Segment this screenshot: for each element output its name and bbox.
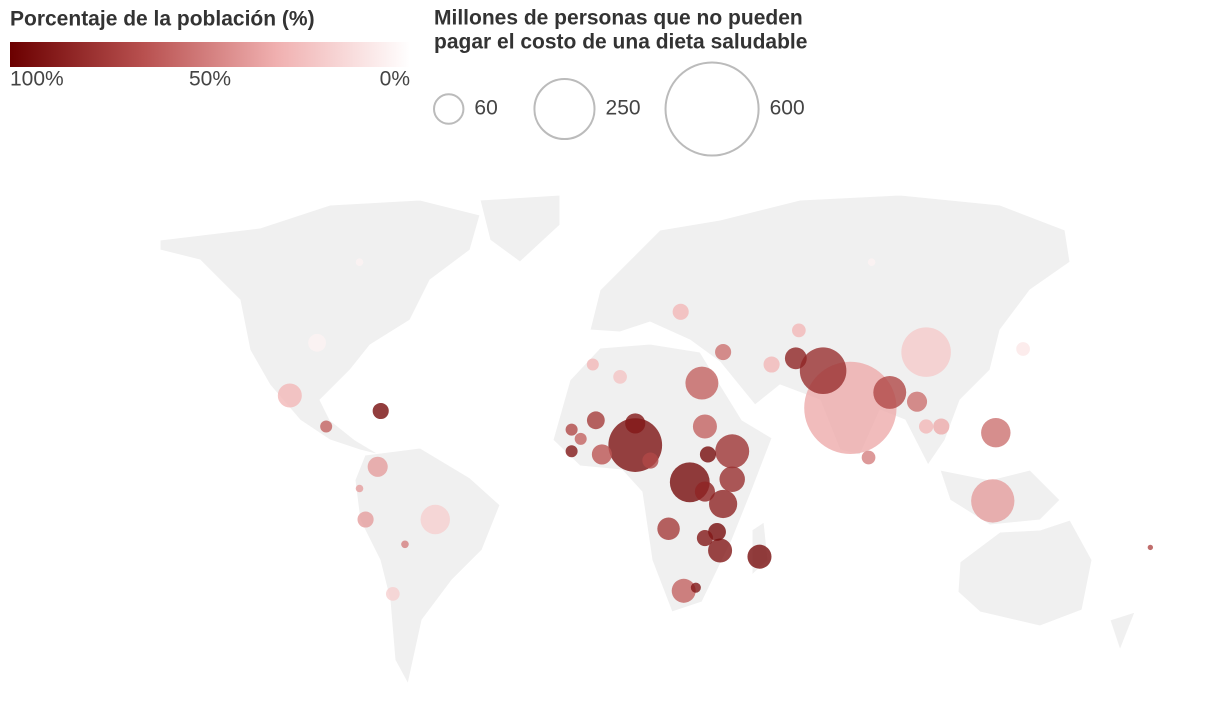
bubble <box>420 504 450 535</box>
size-legend-label: 60 <box>474 97 497 120</box>
bubble <box>792 323 806 338</box>
bubble <box>692 414 717 439</box>
bubble <box>799 347 847 394</box>
land <box>354 447 501 686</box>
bubble <box>694 481 715 502</box>
bubble <box>385 587 400 601</box>
bubble <box>591 444 612 465</box>
bubble <box>1016 342 1030 356</box>
bubble <box>919 419 934 434</box>
size-legend-title: Millones de personas que no pueden <box>434 7 803 30</box>
land <box>159 199 481 456</box>
bubble <box>625 413 646 434</box>
bubble <box>613 370 627 384</box>
bubble <box>357 511 374 528</box>
bubble <box>708 538 733 563</box>
size-legend-title: pagar el costo de una dieta saludable <box>434 31 807 54</box>
color-tick-label: 50% <box>189 68 231 91</box>
land <box>479 194 561 263</box>
size-legend-circle <box>433 93 465 125</box>
bubble <box>861 450 876 465</box>
bubble <box>355 484 364 493</box>
color-legend-title: Porcentaje de la población (%) <box>10 8 315 31</box>
bubble <box>709 489 738 519</box>
bubble <box>763 356 780 373</box>
land <box>1109 611 1136 652</box>
bubble <box>696 530 713 547</box>
bubble <box>308 333 327 352</box>
bubble <box>372 402 389 420</box>
bubble <box>367 456 388 477</box>
bubble <box>784 347 807 370</box>
size-legend-circle <box>664 61 760 157</box>
bubble <box>657 517 680 541</box>
bubble <box>747 544 772 569</box>
bubble <box>901 327 951 377</box>
bubbles <box>277 258 1154 603</box>
bubble <box>671 578 696 603</box>
size-legend-label: 600 <box>770 97 805 120</box>
bubble <box>981 417 1011 448</box>
bubble <box>719 466 745 492</box>
size-legend-circle <box>533 77 596 141</box>
bubble <box>565 445 578 458</box>
land <box>589 194 1071 466</box>
bubble <box>1147 544 1154 551</box>
bubble <box>715 344 732 361</box>
bubble <box>690 582 701 593</box>
bubble <box>355 258 364 267</box>
bubble <box>401 540 409 549</box>
bubble <box>873 375 907 409</box>
bubble <box>715 434 750 469</box>
color-tick-label: 100% <box>10 68 64 91</box>
bubble <box>971 479 1015 523</box>
color-tick-label: 0% <box>380 68 410 91</box>
bubble <box>586 411 605 430</box>
land <box>957 519 1093 627</box>
bubble <box>672 303 689 320</box>
bubble <box>699 446 717 463</box>
bubble <box>574 432 587 445</box>
bubble <box>320 420 333 433</box>
bubble <box>867 258 876 267</box>
bubble <box>685 366 719 400</box>
bubble <box>277 383 302 408</box>
size-legend-label: 250 <box>606 97 641 120</box>
bubble <box>933 418 950 435</box>
bubble <box>565 423 578 436</box>
bubble <box>586 358 599 371</box>
bubble <box>906 391 928 412</box>
bubble <box>642 452 659 469</box>
color-bar <box>10 42 410 67</box>
